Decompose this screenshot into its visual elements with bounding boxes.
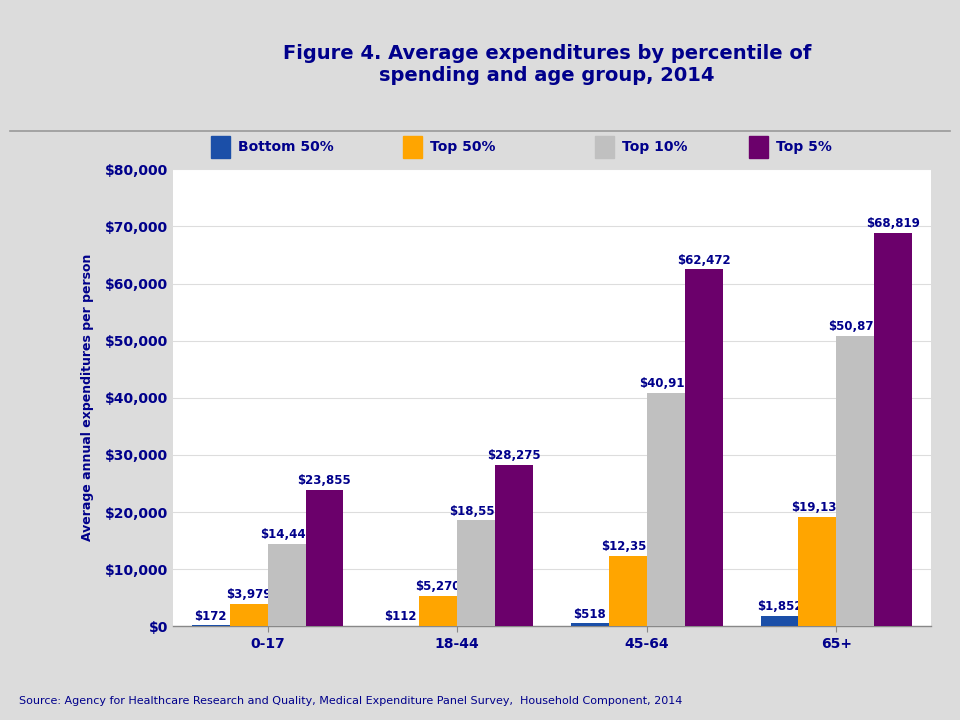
Text: Figure 4. Average expenditures by percentile of
spending and age group, 2014: Figure 4. Average expenditures by percen… [283, 45, 811, 85]
Bar [305, 490, 344, 626]
Bar [495, 465, 533, 626]
Bar [647, 392, 684, 626]
Bar [571, 624, 609, 626]
Text: $23,855: $23,855 [298, 474, 351, 487]
Y-axis label: Average annual expenditures per person: Average annual expenditures per person [81, 254, 93, 541]
Text: $28,275: $28,275 [488, 449, 540, 462]
Text: $112: $112 [384, 610, 417, 623]
Text: $14,442: $14,442 [260, 528, 313, 541]
Bar [229, 603, 268, 626]
Text: $68,819: $68,819 [866, 217, 921, 230]
Bar [760, 616, 799, 626]
Text: $1,852: $1,852 [756, 600, 803, 613]
Bar [799, 517, 836, 626]
Text: $518: $518 [573, 608, 607, 621]
Text: $19,139: $19,139 [791, 501, 844, 514]
Text: $62,472: $62,472 [677, 253, 731, 266]
Text: $50,876: $50,876 [828, 320, 882, 333]
Bar [875, 233, 912, 626]
Text: $3,979: $3,979 [226, 588, 272, 600]
Bar [595, 136, 614, 158]
Text: $18,553: $18,553 [449, 505, 503, 518]
Text: Top 50%: Top 50% [430, 140, 495, 153]
Text: Top 10%: Top 10% [622, 140, 687, 153]
Bar [609, 556, 647, 626]
Bar [684, 269, 723, 626]
Bar [211, 136, 230, 158]
Bar [749, 136, 768, 158]
Text: Bottom 50%: Bottom 50% [238, 140, 334, 153]
Text: Top 5%: Top 5% [776, 140, 831, 153]
Bar [457, 521, 495, 626]
Text: $5,270: $5,270 [416, 580, 461, 593]
Bar [420, 596, 457, 626]
Bar [836, 336, 875, 626]
Bar [268, 544, 305, 626]
Text: Source: Agency for Healthcare Research and Quality, Medical Expenditure Panel Su: Source: Agency for Healthcare Research a… [19, 696, 683, 706]
Text: $172: $172 [195, 610, 227, 623]
Bar [403, 136, 422, 158]
Text: $12,359: $12,359 [601, 540, 655, 553]
Text: $40,912: $40,912 [639, 377, 692, 390]
